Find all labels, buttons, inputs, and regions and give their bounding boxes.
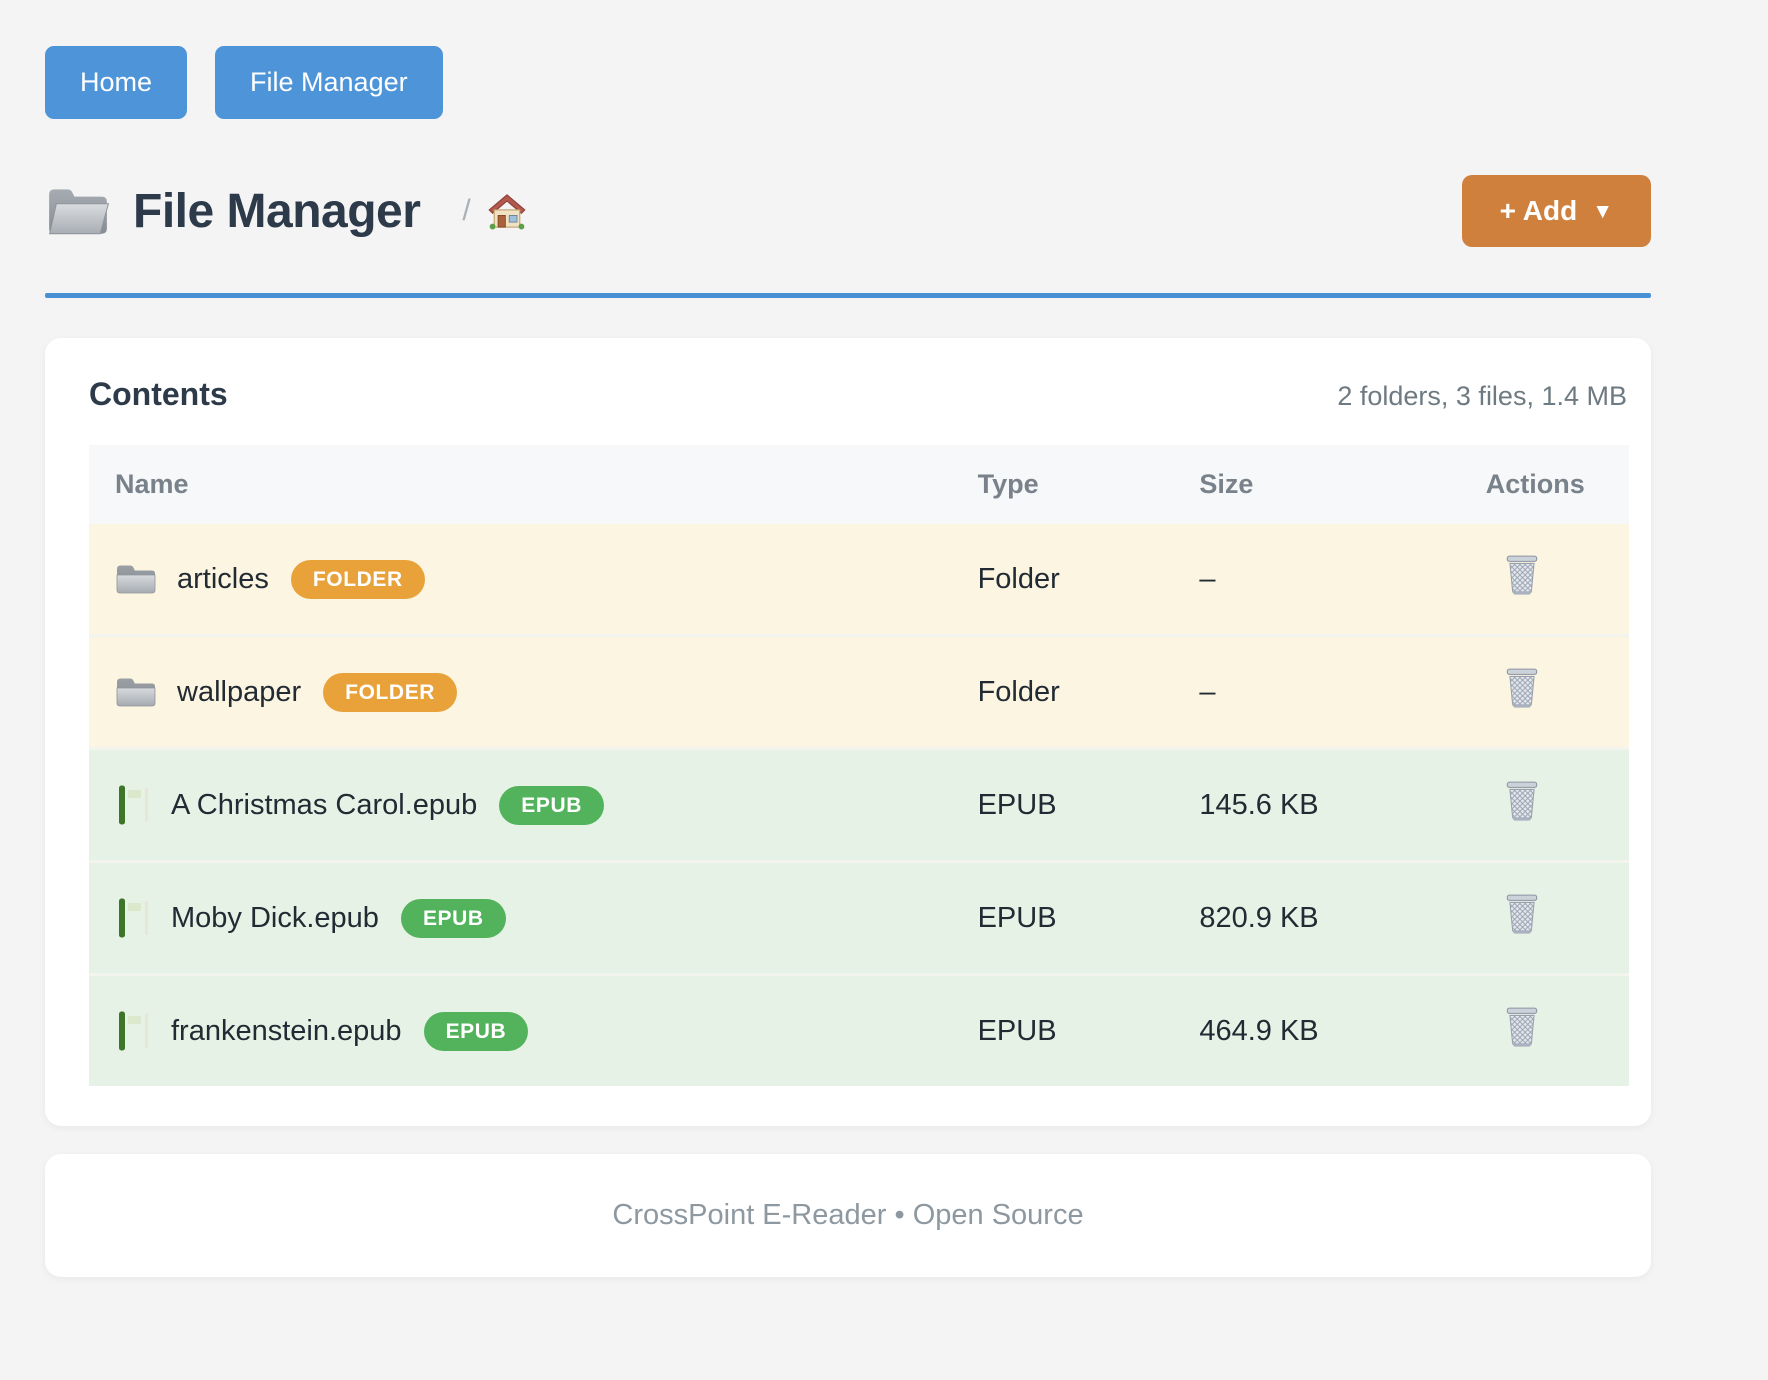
row-badge: FOLDER [323,672,458,712]
file-size: – [1199,562,1216,595]
file-manager-page: Home File Manager Fi [45,46,1651,1277]
file-type: EPUB [977,1014,1057,1047]
delete-button[interactable] [1504,780,1540,822]
caret-down-icon: ▼ [1592,199,1613,223]
book-icon [115,897,151,939]
row-badge: EPUB [423,1011,529,1051]
file-name[interactable]: frankenstein.epub [171,1014,402,1047]
breadcrumb-separator: / [462,194,471,227]
page-title: File Manager [133,184,421,238]
file-manager-button[interactable]: File Manager [215,46,443,119]
header-divider [45,293,1651,298]
contents-summary: 2 folders, 3 files, 1.4 MB [1337,381,1627,411]
row-badge: EPUB [499,785,604,825]
table-row[interactable]: articles FOLDER Folder – [89,524,1629,636]
table-row[interactable]: Moby Dick.epub EPUB EPUB 820.9 KB [89,861,1629,975]
home-icon[interactable] [487,192,527,230]
page-header: File Manager / + Add ▼ [45,175,1651,247]
table-row[interactable]: frankenstein.epub EPUB EPUB 464.9 KB [89,974,1629,1086]
file-table: Name Type Size Actions [89,445,1629,1086]
home-button[interactable]: Home [45,46,188,119]
table-row[interactable]: A Christmas Carol.epub EPUB EPUB 145.6 K… [89,748,1629,862]
row-badge: EPUB [400,898,506,938]
table-row[interactable]: wallpaper FOLDER Folder – [89,635,1629,749]
contents-title: Contents [89,376,228,412]
file-size: – [1199,675,1216,708]
file-name[interactable]: A Christmas Carol.epub [171,788,478,821]
book-icon [115,784,151,826]
delete-button[interactable] [1504,1006,1540,1048]
file-name[interactable]: wallpaper [177,675,302,708]
file-type: Folder [977,562,1060,595]
file-table-body: articles FOLDER Folder – [89,524,1629,1086]
column-header-actions: Actions [1485,445,1629,524]
add-button-label: + Add [1499,195,1578,226]
file-name[interactable]: Moby Dick.epub [171,901,379,934]
folder-icon [115,562,157,596]
file-type: EPUB [977,901,1057,934]
file-type: EPUB [977,788,1057,821]
footer-card: CrossPoint E-Reader • Open Source [45,1154,1651,1277]
delete-button[interactable] [1504,554,1540,596]
table-header-row: Name Type Size Actions [89,445,1629,524]
column-header-type: Type [977,445,1200,524]
row-badge: FOLDER [290,559,425,599]
column-header-size: Size [1199,445,1486,524]
file-size: 820.9 KB [1199,901,1319,934]
add-button[interactable]: + Add ▼ [1461,175,1651,247]
file-size: 145.6 KB [1199,788,1319,821]
file-type: Folder [977,675,1060,708]
book-icon [115,1010,151,1052]
file-size: 464.9 KB [1199,1014,1319,1047]
folder-icon [115,675,157,709]
open-folder-icon [45,184,111,238]
top-nav: Home File Manager [45,46,1651,119]
footer-text: CrossPoint E-Reader • Open Source [612,1199,1084,1231]
contents-card: Contents 2 folders, 3 files, 1.4 MB Name… [45,338,1651,1126]
delete-button[interactable] [1504,893,1540,935]
delete-button[interactable] [1504,667,1540,709]
file-name[interactable]: articles [177,562,269,595]
column-header-name: Name [89,445,978,524]
